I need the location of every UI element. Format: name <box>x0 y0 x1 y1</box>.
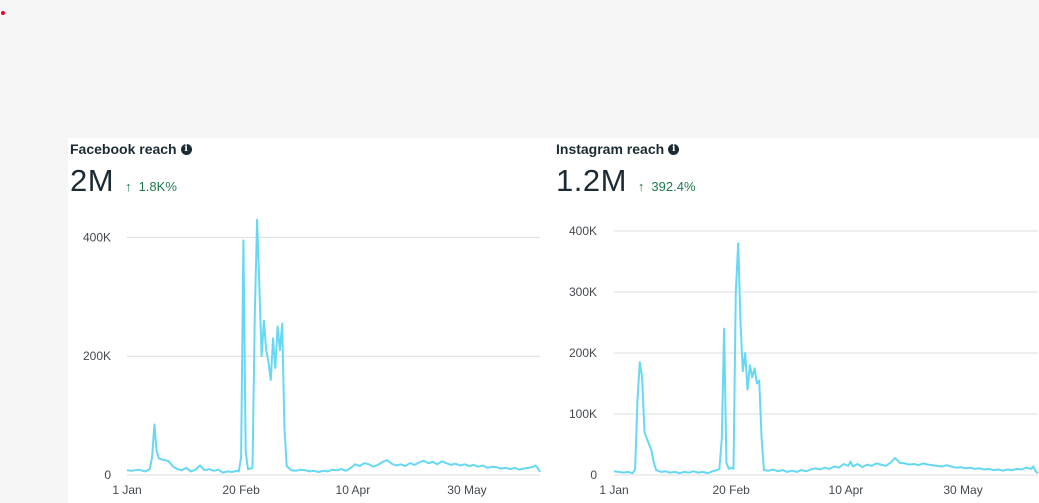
card-title: Facebook reach <box>70 141 177 157</box>
series-line[interactable] <box>126 218 541 474</box>
card-header: Instagram reach i <box>556 141 680 157</box>
facebook-reach-chart[interactable]: 0 200K 400K 1 Jan 20 Feb 10 Apr 30 May <box>68 138 548 503</box>
info-icon[interactable]: i <box>668 143 680 155</box>
y-tick-label: 0 <box>104 468 111 482</box>
y-tick-label: 100K <box>569 407 597 421</box>
y-tick-label: 300K <box>569 285 597 299</box>
x-tick-label: 10 Apr <box>336 483 371 497</box>
card-header: Facebook reach i <box>70 141 192 157</box>
arrow-up-icon: ↑ <box>125 179 132 194</box>
x-tick-label: 20 Feb <box>712 483 750 497</box>
delta-badge: ↑ 1.8K% <box>125 179 177 194</box>
instagram-reach-chart[interactable]: 0 100K 200K 300K 400K 1 Jan 20 Feb 10 Apr 30 May <box>554 138 1039 503</box>
delta-value: 392.4% <box>651 179 696 194</box>
instagram-reach-card: Instagram reach i 1.2M ↑ 392.4% 0 100K 200… <box>554 138 1039 503</box>
insights-panel: Facebook reach i 2M ↑ 1.8K% 0 200K 400K 1 J… <box>68 138 1039 503</box>
card-title: Instagram reach <box>556 141 665 157</box>
delta-badge: ↑ 392.4% <box>638 179 696 194</box>
series-line[interactable] <box>613 242 1039 475</box>
status-dot <box>1 11 5 15</box>
y-tick-label: 400K <box>83 230 111 244</box>
delta-value: 1.8K% <box>138 179 177 194</box>
metric-value: 2M <box>70 163 115 198</box>
x-tick-label: 10 Apr <box>829 483 864 497</box>
facebook-reach-card: Facebook reach i 2M ↑ 1.8K% 0 200K 400K 1 J… <box>68 138 548 503</box>
x-tick-label: 1 Jan <box>112 483 141 497</box>
x-tick-label: 30 May <box>447 483 486 497</box>
metric-summary: 2M ↑ 1.8K% <box>70 163 177 199</box>
y-tick-label: 0 <box>590 468 597 482</box>
metric-summary: 1.2M ↑ 392.4% <box>556 163 696 199</box>
info-icon[interactable]: i <box>180 143 192 155</box>
arrow-up-icon: ↑ <box>637 179 645 194</box>
y-tick-label: 200K <box>569 346 597 360</box>
y-tick-label: 200K <box>83 349 111 363</box>
metric-value: 1.2M <box>556 163 627 198</box>
x-tick-label: 20 Feb <box>222 483 260 497</box>
y-tick-label: 400K <box>569 224 597 238</box>
x-tick-label: 1 Jan <box>599 483 628 497</box>
x-tick-label: 30 May <box>943 483 982 497</box>
